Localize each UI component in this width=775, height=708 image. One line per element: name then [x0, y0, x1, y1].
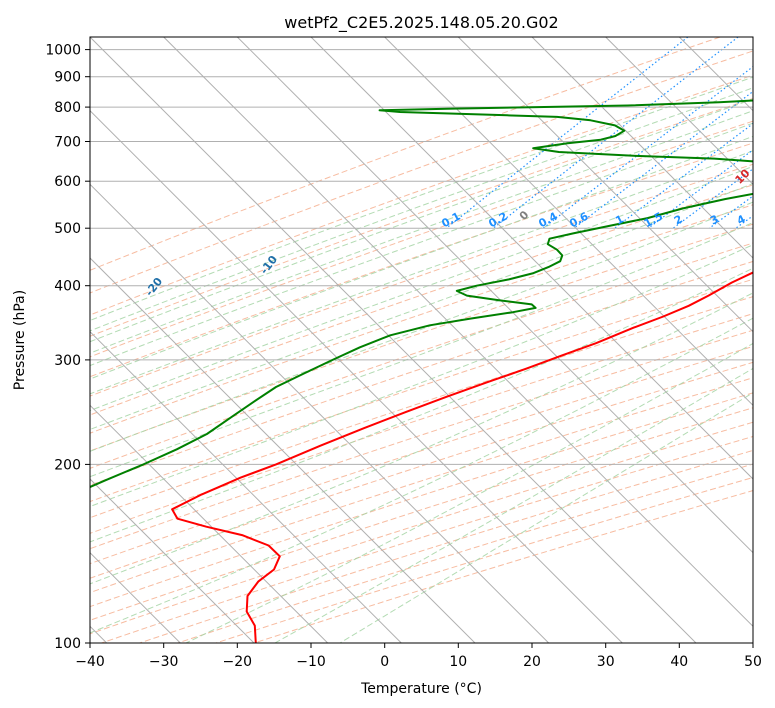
x-tick-label: −20	[223, 654, 253, 670]
mixing-ratio-lines	[445, 37, 753, 229]
y-tick-label: 500	[54, 221, 81, 237]
dry-adiabat-line	[90, 242, 753, 469]
chart-title: wetPf2_C2E5.2025.148.05.20.G02	[284, 13, 558, 33]
dry-adiabat-line	[90, 204, 753, 434]
moist-adiabat-line	[90, 267, 753, 543]
dry-adiabat-line	[90, 296, 753, 519]
dry-adiabat-line	[90, 377, 753, 594]
dry-adiabat-line	[90, 392, 753, 608]
plot-area: 0.10.20.40.611.52346810131620253036-100-…	[90, 37, 753, 643]
isotherm-gridline	[531, 37, 753, 259]
x-tick-label: 40	[670, 654, 688, 670]
moist-adiabat-line	[90, 98, 753, 343]
isotherm-gridlines	[90, 37, 753, 643]
moist-adiabat-line	[90, 317, 753, 634]
isotherm-gridline	[236, 37, 753, 554]
dry-adiabats	[90, 37, 753, 643]
x-axis-label: Temperature (°C)	[360, 681, 482, 697]
y-axis-label: Pressure (hPa)	[12, 290, 28, 390]
y-tick-label: 100	[54, 636, 81, 652]
isotherm-gridline	[384, 37, 753, 407]
x-tick-label: −10	[296, 654, 326, 670]
mixing-ratio-line	[492, 37, 739, 229]
isotherm-gridline	[90, 257, 476, 643]
y-tick-label: 1000	[45, 43, 81, 59]
dry-adiabat-line	[90, 37, 721, 271]
moist-adiabat-line	[90, 165, 753, 412]
isotherm-gridline	[90, 478, 255, 643]
sounding-profiles	[90, 99, 753, 643]
dry-adiabat-line	[90, 142, 753, 378]
temperature-profile	[171, 271, 753, 643]
x-tick-label: 20	[523, 654, 541, 670]
dry-adiabat-line	[90, 345, 753, 565]
x-tick-label: −40	[75, 654, 105, 670]
moist-adiabats	[90, 76, 753, 643]
y-tick-label: 900	[54, 70, 81, 86]
moist-adiabat-line	[90, 150, 753, 395]
dry-adiabat-line	[90, 329, 753, 550]
moist-adiabat-line	[90, 110, 753, 354]
dry-adiabat-line	[90, 260, 753, 486]
x-tick-label: 0	[380, 654, 389, 670]
isotherm-gridline	[310, 37, 753, 480]
y-tick-label: 700	[54, 135, 81, 151]
y-tick-label: 600	[54, 174, 81, 190]
moist-adiabat-line	[90, 244, 753, 508]
moist-adiabat-line	[90, 87, 753, 332]
mixing-ratio-line	[672, 168, 753, 229]
isotherm-gridline	[457, 37, 753, 333]
axis-ticks: −40 −30 −20 −10 0 10 20 30 40 50 1000 900 800 700 600 5…	[45, 43, 762, 670]
x-tick-label: 50	[744, 654, 762, 670]
mixing-ratio-line	[573, 90, 753, 229]
y-tick-label: 300	[54, 353, 81, 369]
moist-adiabat-line	[90, 222, 753, 478]
isotherm-gridline	[90, 404, 329, 643]
plot-frame	[89, 36, 754, 644]
isotherm-gridline	[90, 109, 623, 643]
moist-adiabat-line	[90, 76, 753, 321]
dry-adiabat-line	[90, 163, 753, 397]
dry-adiabat-line	[90, 50, 753, 294]
mixing-ratio-line	[542, 65, 753, 229]
y-tick-label: 200	[54, 457, 81, 473]
x-tick-label: 10	[449, 654, 467, 670]
x-tick-label: 30	[597, 654, 615, 670]
moist-adiabat-line	[90, 182, 753, 431]
isotherm-gridline	[163, 37, 753, 628]
isotherm-gridline	[90, 330, 402, 643]
isotherm-gridline	[90, 37, 697, 643]
isobar-gridlines	[90, 49, 753, 465]
dewpoint-profile	[90, 99, 753, 489]
dry-adiabat-line	[90, 74, 753, 316]
isotherm-gridline	[90, 183, 550, 643]
y-tick-label: 800	[54, 100, 81, 116]
x-tick-label: −30	[149, 654, 179, 670]
isotherm-gridline	[605, 37, 753, 186]
y-tick-label: 400	[54, 279, 81, 295]
dry-adiabat-line	[90, 98, 753, 337]
